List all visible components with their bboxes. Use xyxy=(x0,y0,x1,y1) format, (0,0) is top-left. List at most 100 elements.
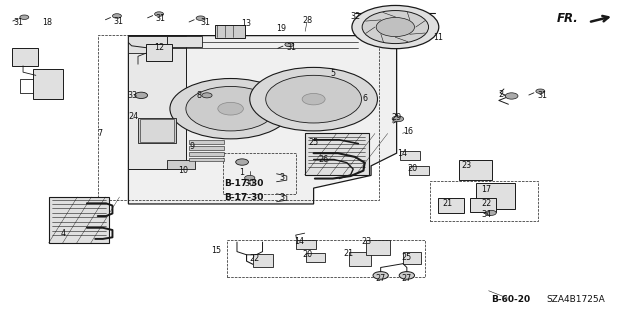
Text: 21: 21 xyxy=(443,199,452,208)
Text: 2: 2 xyxy=(498,90,503,99)
Text: 3: 3 xyxy=(279,193,284,202)
Bar xyxy=(129,36,167,53)
Text: 3: 3 xyxy=(279,174,284,182)
Circle shape xyxy=(392,116,404,122)
Text: 15: 15 xyxy=(211,246,221,255)
Text: 22: 22 xyxy=(481,199,491,208)
Polygon shape xyxy=(189,158,224,161)
Circle shape xyxy=(352,5,439,49)
Circle shape xyxy=(266,75,362,123)
Text: 9: 9 xyxy=(189,142,195,151)
Circle shape xyxy=(202,93,212,98)
Bar xyxy=(349,252,371,266)
Text: 20: 20 xyxy=(408,164,418,173)
Bar xyxy=(167,160,195,169)
Circle shape xyxy=(362,11,429,44)
Text: 10: 10 xyxy=(178,166,188,175)
Polygon shape xyxy=(189,140,224,144)
Text: 33: 33 xyxy=(128,91,138,100)
Text: 20: 20 xyxy=(302,250,312,259)
Circle shape xyxy=(20,15,29,19)
Bar xyxy=(305,133,369,175)
Circle shape xyxy=(399,271,415,279)
Text: 31: 31 xyxy=(287,43,297,52)
Circle shape xyxy=(536,89,545,93)
Text: B-17-30: B-17-30 xyxy=(223,179,263,188)
Text: 23: 23 xyxy=(361,237,371,246)
Circle shape xyxy=(135,92,148,99)
Polygon shape xyxy=(129,36,397,204)
Bar xyxy=(49,197,109,243)
Bar xyxy=(33,69,63,99)
Text: 21: 21 xyxy=(344,249,354,258)
Text: 27: 27 xyxy=(402,274,412,283)
Bar xyxy=(167,36,202,47)
Bar xyxy=(366,241,390,255)
Text: 7: 7 xyxy=(97,129,102,138)
Circle shape xyxy=(486,210,496,215)
Text: 22: 22 xyxy=(250,254,260,263)
Circle shape xyxy=(302,93,325,105)
Bar xyxy=(253,254,273,268)
Bar xyxy=(430,181,538,221)
Text: 31: 31 xyxy=(13,18,23,27)
Circle shape xyxy=(373,271,388,279)
Circle shape xyxy=(285,42,294,47)
Text: B-17-30: B-17-30 xyxy=(223,193,263,202)
Bar xyxy=(403,252,421,264)
Text: 25: 25 xyxy=(308,137,319,146)
Text: 13: 13 xyxy=(241,19,252,28)
Text: 18: 18 xyxy=(42,18,52,27)
Bar xyxy=(147,44,172,61)
Text: 8: 8 xyxy=(196,91,201,100)
Text: FR.: FR. xyxy=(556,12,578,25)
Text: 25: 25 xyxy=(402,253,412,262)
Text: 4: 4 xyxy=(61,229,66,238)
Bar xyxy=(400,151,420,160)
Text: 26: 26 xyxy=(318,155,328,164)
Circle shape xyxy=(196,16,205,20)
Text: 17: 17 xyxy=(481,185,491,194)
Circle shape xyxy=(113,14,122,18)
Circle shape xyxy=(186,86,275,131)
Bar xyxy=(470,197,495,212)
Bar xyxy=(438,197,464,213)
Text: SZA4B1725A: SZA4B1725A xyxy=(546,295,605,304)
Text: 14: 14 xyxy=(294,237,305,246)
Polygon shape xyxy=(129,36,186,169)
Text: 30: 30 xyxy=(244,179,255,188)
Bar xyxy=(306,253,325,262)
Circle shape xyxy=(505,93,518,99)
Text: 34: 34 xyxy=(481,210,491,219)
Text: 1: 1 xyxy=(239,168,244,177)
Bar xyxy=(12,48,38,66)
Text: 16: 16 xyxy=(403,127,413,136)
Text: 31: 31 xyxy=(200,18,210,27)
Circle shape xyxy=(170,78,291,139)
Text: 23: 23 xyxy=(462,161,472,170)
Text: 14: 14 xyxy=(397,149,407,158)
Text: 6: 6 xyxy=(362,94,367,103)
Circle shape xyxy=(376,18,415,37)
Circle shape xyxy=(155,12,164,16)
Text: 27: 27 xyxy=(376,274,386,283)
Text: 24: 24 xyxy=(129,112,139,121)
Text: 5: 5 xyxy=(330,69,335,78)
Bar xyxy=(410,166,429,175)
Bar xyxy=(214,25,245,38)
Circle shape xyxy=(250,67,378,131)
Circle shape xyxy=(244,175,255,181)
Bar xyxy=(227,241,426,277)
Bar xyxy=(223,152,296,194)
Circle shape xyxy=(218,102,243,115)
Bar xyxy=(374,10,416,18)
Text: B-60-20: B-60-20 xyxy=(491,295,530,304)
Circle shape xyxy=(236,159,248,165)
Text: 31: 31 xyxy=(114,17,124,26)
Text: 32: 32 xyxy=(350,12,360,21)
Bar xyxy=(140,119,174,142)
Polygon shape xyxy=(189,146,224,150)
Bar xyxy=(98,35,379,200)
Bar xyxy=(476,183,515,209)
Text: 29: 29 xyxy=(392,113,402,122)
